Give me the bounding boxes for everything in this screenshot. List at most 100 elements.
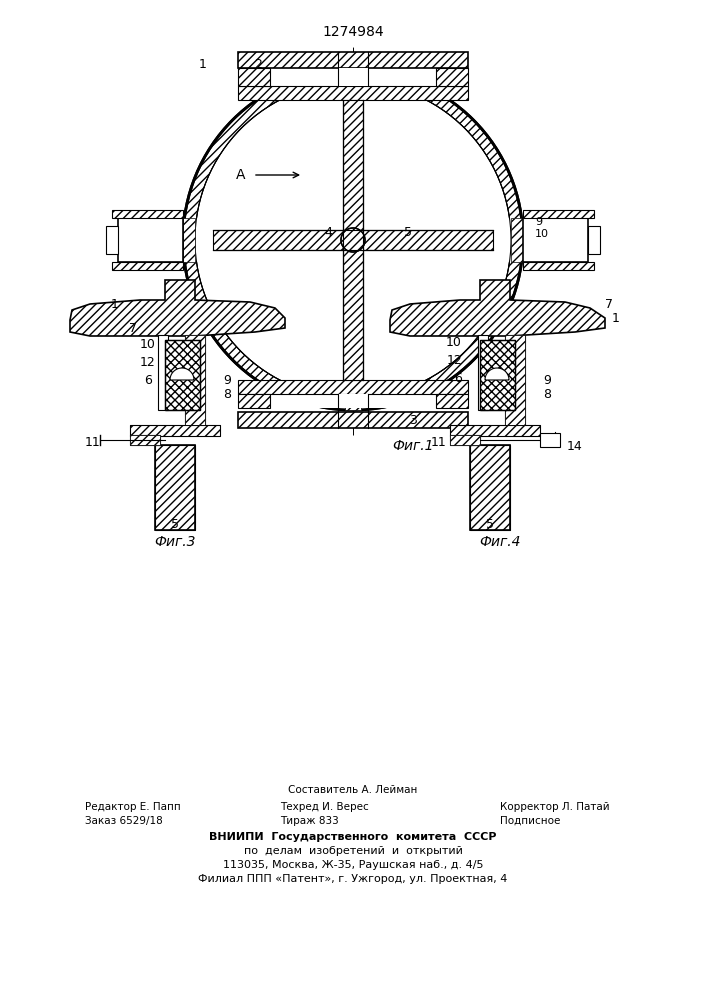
Bar (155, 445, 195, 530)
Bar (470, 445, 510, 530)
Text: Техред И. Верес: Техред И. Верес (280, 802, 369, 812)
Text: 1: 1 (612, 312, 620, 324)
Text: 2: 2 (254, 58, 262, 72)
Text: 1: 1 (111, 298, 119, 312)
Bar (470, 445, 510, 530)
Bar (523, 218, 588, 262)
Text: 1: 1 (199, 58, 207, 72)
Text: 11: 11 (431, 436, 446, 448)
Bar (238, 52, 468, 68)
Text: 1274984: 1274984 (322, 25, 384, 39)
Bar (185, 335, 205, 425)
Bar (183, 218, 523, 262)
Text: Составитель А. Лейман: Составитель А. Лейман (288, 785, 418, 795)
Bar (450, 435, 480, 445)
Bar (450, 425, 540, 436)
Bar (436, 394, 468, 408)
Bar (118, 218, 183, 262)
Text: по  делам  изобретений  и  открытий: по делам изобретений и открытий (244, 846, 462, 856)
Text: 9: 9 (535, 217, 542, 227)
Bar (112, 262, 183, 270)
Text: Подписное: Подписное (500, 816, 561, 826)
Text: 6: 6 (454, 371, 462, 384)
Text: 113035, Москва, Ж-35, Раушская наб., д. 4/5: 113035, Москва, Ж-35, Раушская наб., д. … (223, 860, 484, 870)
Polygon shape (70, 280, 285, 336)
Text: 9: 9 (543, 373, 551, 386)
Text: 10: 10 (535, 229, 549, 239)
Text: Заказ 6529/18: Заказ 6529/18 (85, 816, 163, 826)
Bar (338, 394, 368, 408)
Bar (505, 335, 525, 425)
Bar (185, 335, 205, 425)
Bar (238, 86, 468, 100)
Bar (511, 218, 523, 262)
Bar (523, 210, 594, 218)
Text: 11: 11 (84, 436, 100, 448)
Bar (480, 340, 515, 410)
Text: Тираж 833: Тираж 833 (280, 816, 339, 826)
Bar (238, 380, 468, 394)
Bar (343, 248, 363, 380)
Bar (155, 445, 195, 530)
Bar (165, 340, 200, 410)
Polygon shape (170, 368, 194, 380)
Text: Фиг.1: Фиг.1 (392, 439, 434, 453)
Text: 10: 10 (140, 338, 156, 352)
Text: Фиг.4: Фиг.4 (479, 535, 521, 549)
Polygon shape (390, 280, 605, 336)
Text: 9: 9 (223, 373, 231, 386)
Bar (213, 230, 345, 250)
Text: 12: 12 (446, 354, 462, 366)
Text: Фиг.3: Фиг.3 (154, 535, 196, 549)
Bar (361, 230, 493, 250)
Text: Филиал ППП «Патент», г. Ужгород, ул. Проектная, 4: Филиал ППП «Патент», г. Ужгород, ул. Про… (198, 874, 508, 884)
Bar (343, 100, 363, 232)
Bar (338, 70, 368, 410)
Bar (345, 380, 361, 410)
Text: 3: 3 (409, 414, 417, 426)
Text: 8: 8 (543, 388, 551, 401)
Bar (345, 70, 361, 100)
Bar (588, 226, 600, 254)
Text: 7: 7 (129, 322, 137, 334)
Text: ВНИИПИ  Государственного  комитета  СССР: ВНИИПИ Государственного комитета СССР (209, 832, 497, 842)
Circle shape (196, 83, 510, 397)
Text: Редактор Е. Папп: Редактор Е. Папп (85, 802, 181, 812)
Bar (183, 218, 195, 262)
Bar (112, 210, 183, 218)
Polygon shape (341, 228, 365, 252)
Text: 7: 7 (605, 298, 613, 312)
Bar (343, 230, 363, 250)
Text: 4: 4 (324, 226, 332, 238)
Bar (158, 335, 168, 410)
Bar (338, 68, 368, 86)
Bar (238, 412, 468, 428)
Bar (480, 340, 515, 410)
Text: 12: 12 (140, 356, 156, 368)
Polygon shape (183, 70, 523, 410)
Text: Корректор Л. Патай: Корректор Л. Патай (500, 802, 609, 812)
Bar (130, 425, 220, 436)
Bar (165, 340, 200, 410)
Bar (238, 68, 468, 86)
Text: 5: 5 (486, 518, 494, 530)
Bar (436, 68, 468, 86)
Bar (505, 335, 525, 425)
Bar (540, 433, 560, 447)
Bar (478, 335, 488, 410)
Bar (523, 262, 594, 270)
Bar (130, 435, 160, 445)
Bar (106, 226, 118, 254)
Text: A: A (235, 168, 245, 182)
Text: 5: 5 (404, 226, 412, 238)
Text: 5: 5 (171, 518, 179, 530)
Text: 10: 10 (446, 336, 462, 350)
Bar (238, 394, 270, 408)
Bar (238, 394, 468, 408)
Text: 6: 6 (144, 373, 152, 386)
Bar (238, 68, 270, 86)
Bar (130, 435, 160, 445)
Text: 14: 14 (567, 440, 583, 454)
Polygon shape (485, 368, 509, 380)
Bar (450, 435, 480, 445)
